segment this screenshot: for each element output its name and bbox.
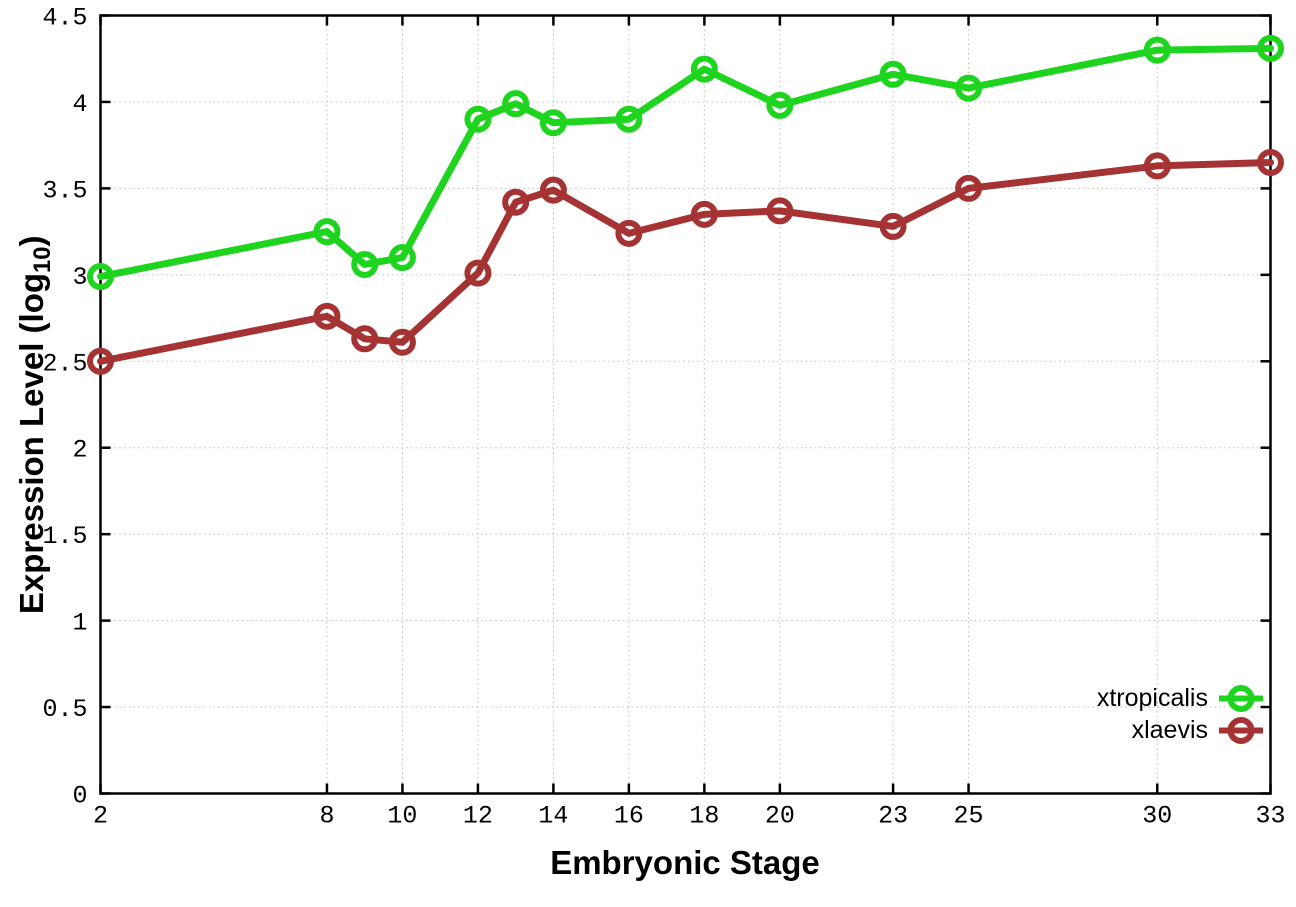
data-point-xlaevis-2 [87, 347, 114, 375]
data-point-xtropicalis-20 [766, 91, 794, 119]
legend-label: xlaevis [1131, 716, 1208, 744]
x-tick-label: 2 [93, 802, 108, 831]
data-point-xtropicalis-13 [502, 90, 530, 118]
y-tick-label: 1.5 [42, 522, 87, 551]
data-point-xlaevis-9 [351, 325, 379, 353]
plot-border [99, 14, 1272, 795]
data-point-xtropicalis-14 [539, 109, 567, 137]
data-point-xtropicalis-18 [690, 55, 718, 83]
data-point-xtropicalis-16 [615, 105, 643, 133]
data-point-xtropicalis-25 [955, 74, 983, 102]
y-axis-title-text: Expression Level (log [13, 272, 51, 615]
data-point-xlaevis-13 [502, 188, 530, 216]
line-point-marker-icon [1219, 717, 1263, 744]
data-point-xtropicalis-2 [87, 263, 114, 291]
y-tick-label: 0.5 [42, 695, 87, 724]
x-tick-label: 8 [319, 802, 334, 831]
y-axis-title-subscript: 10 [28, 246, 56, 273]
legend-item-xlaevis: xlaevis [1132, 716, 1264, 745]
data-point-xlaevis-25 [955, 174, 983, 202]
y-tick-label: 4 [72, 90, 87, 119]
x-tick-label: 23 [878, 802, 908, 831]
data-point-xlaevis-33 [1257, 148, 1284, 176]
y-tick-label: 2 [72, 436, 87, 465]
legend-label: xtropicalis [1096, 684, 1208, 712]
data-point-xtropicalis-9 [351, 250, 379, 278]
series-line-xtropicalis [97, 44, 1274, 281]
y-tick-label: 1 [72, 609, 87, 638]
x-axis-title: Embryonic Stage [550, 844, 820, 881]
legend-item-xtropicalis: xtropicalis [1097, 684, 1264, 713]
x-tick-label: 30 [1142, 802, 1172, 831]
x-tick-label: 14 [538, 802, 568, 831]
data-point-xtropicalis-8 [313, 218, 341, 246]
y-tick-label: 4.5 [42, 4, 87, 33]
data-point-xlaevis-30 [1143, 152, 1171, 180]
y-axis-title-close: ) [13, 235, 51, 247]
data-point-xlaevis-18 [690, 200, 718, 228]
data-point-xlaevis-16 [615, 219, 643, 247]
data-point-xlaevis-20 [766, 197, 794, 225]
data-point-xtropicalis-23 [879, 60, 907, 88]
data-point-xtropicalis-30 [1143, 36, 1171, 64]
x-tick-label: 16 [614, 802, 644, 831]
y-axis-title: Expression Level (log10) [13, 215, 57, 635]
y-tick-label: 0 [72, 782, 87, 811]
y-tick-label: 3 [72, 263, 87, 292]
data-point-xtropicalis-33 [1257, 34, 1284, 62]
x-tick-label: 25 [954, 802, 984, 831]
x-tick-label: 20 [765, 802, 795, 831]
line-point-marker-icon [1219, 685, 1263, 712]
data-point-xlaevis-23 [879, 212, 907, 240]
x-tick-label: 18 [689, 802, 719, 831]
x-tick-label: 33 [1255, 802, 1285, 831]
data-point-xlaevis-8 [313, 302, 341, 330]
data-point-xtropicalis-10 [388, 244, 416, 272]
data-point-xtropicalis-12 [464, 105, 492, 133]
data-point-xlaevis-10 [388, 328, 416, 356]
y-tick-label: 3.5 [42, 176, 87, 205]
data-point-xlaevis-14 [539, 176, 567, 204]
data-point-xlaevis-12 [464, 259, 492, 287]
x-tick-label: 10 [387, 802, 417, 831]
series-line-xlaevis [97, 158, 1274, 365]
x-tick-label: 12 [463, 802, 493, 831]
legend: xtropicalis xlaevis [1097, 684, 1264, 745]
y-tick-label: 2.5 [42, 349, 87, 378]
